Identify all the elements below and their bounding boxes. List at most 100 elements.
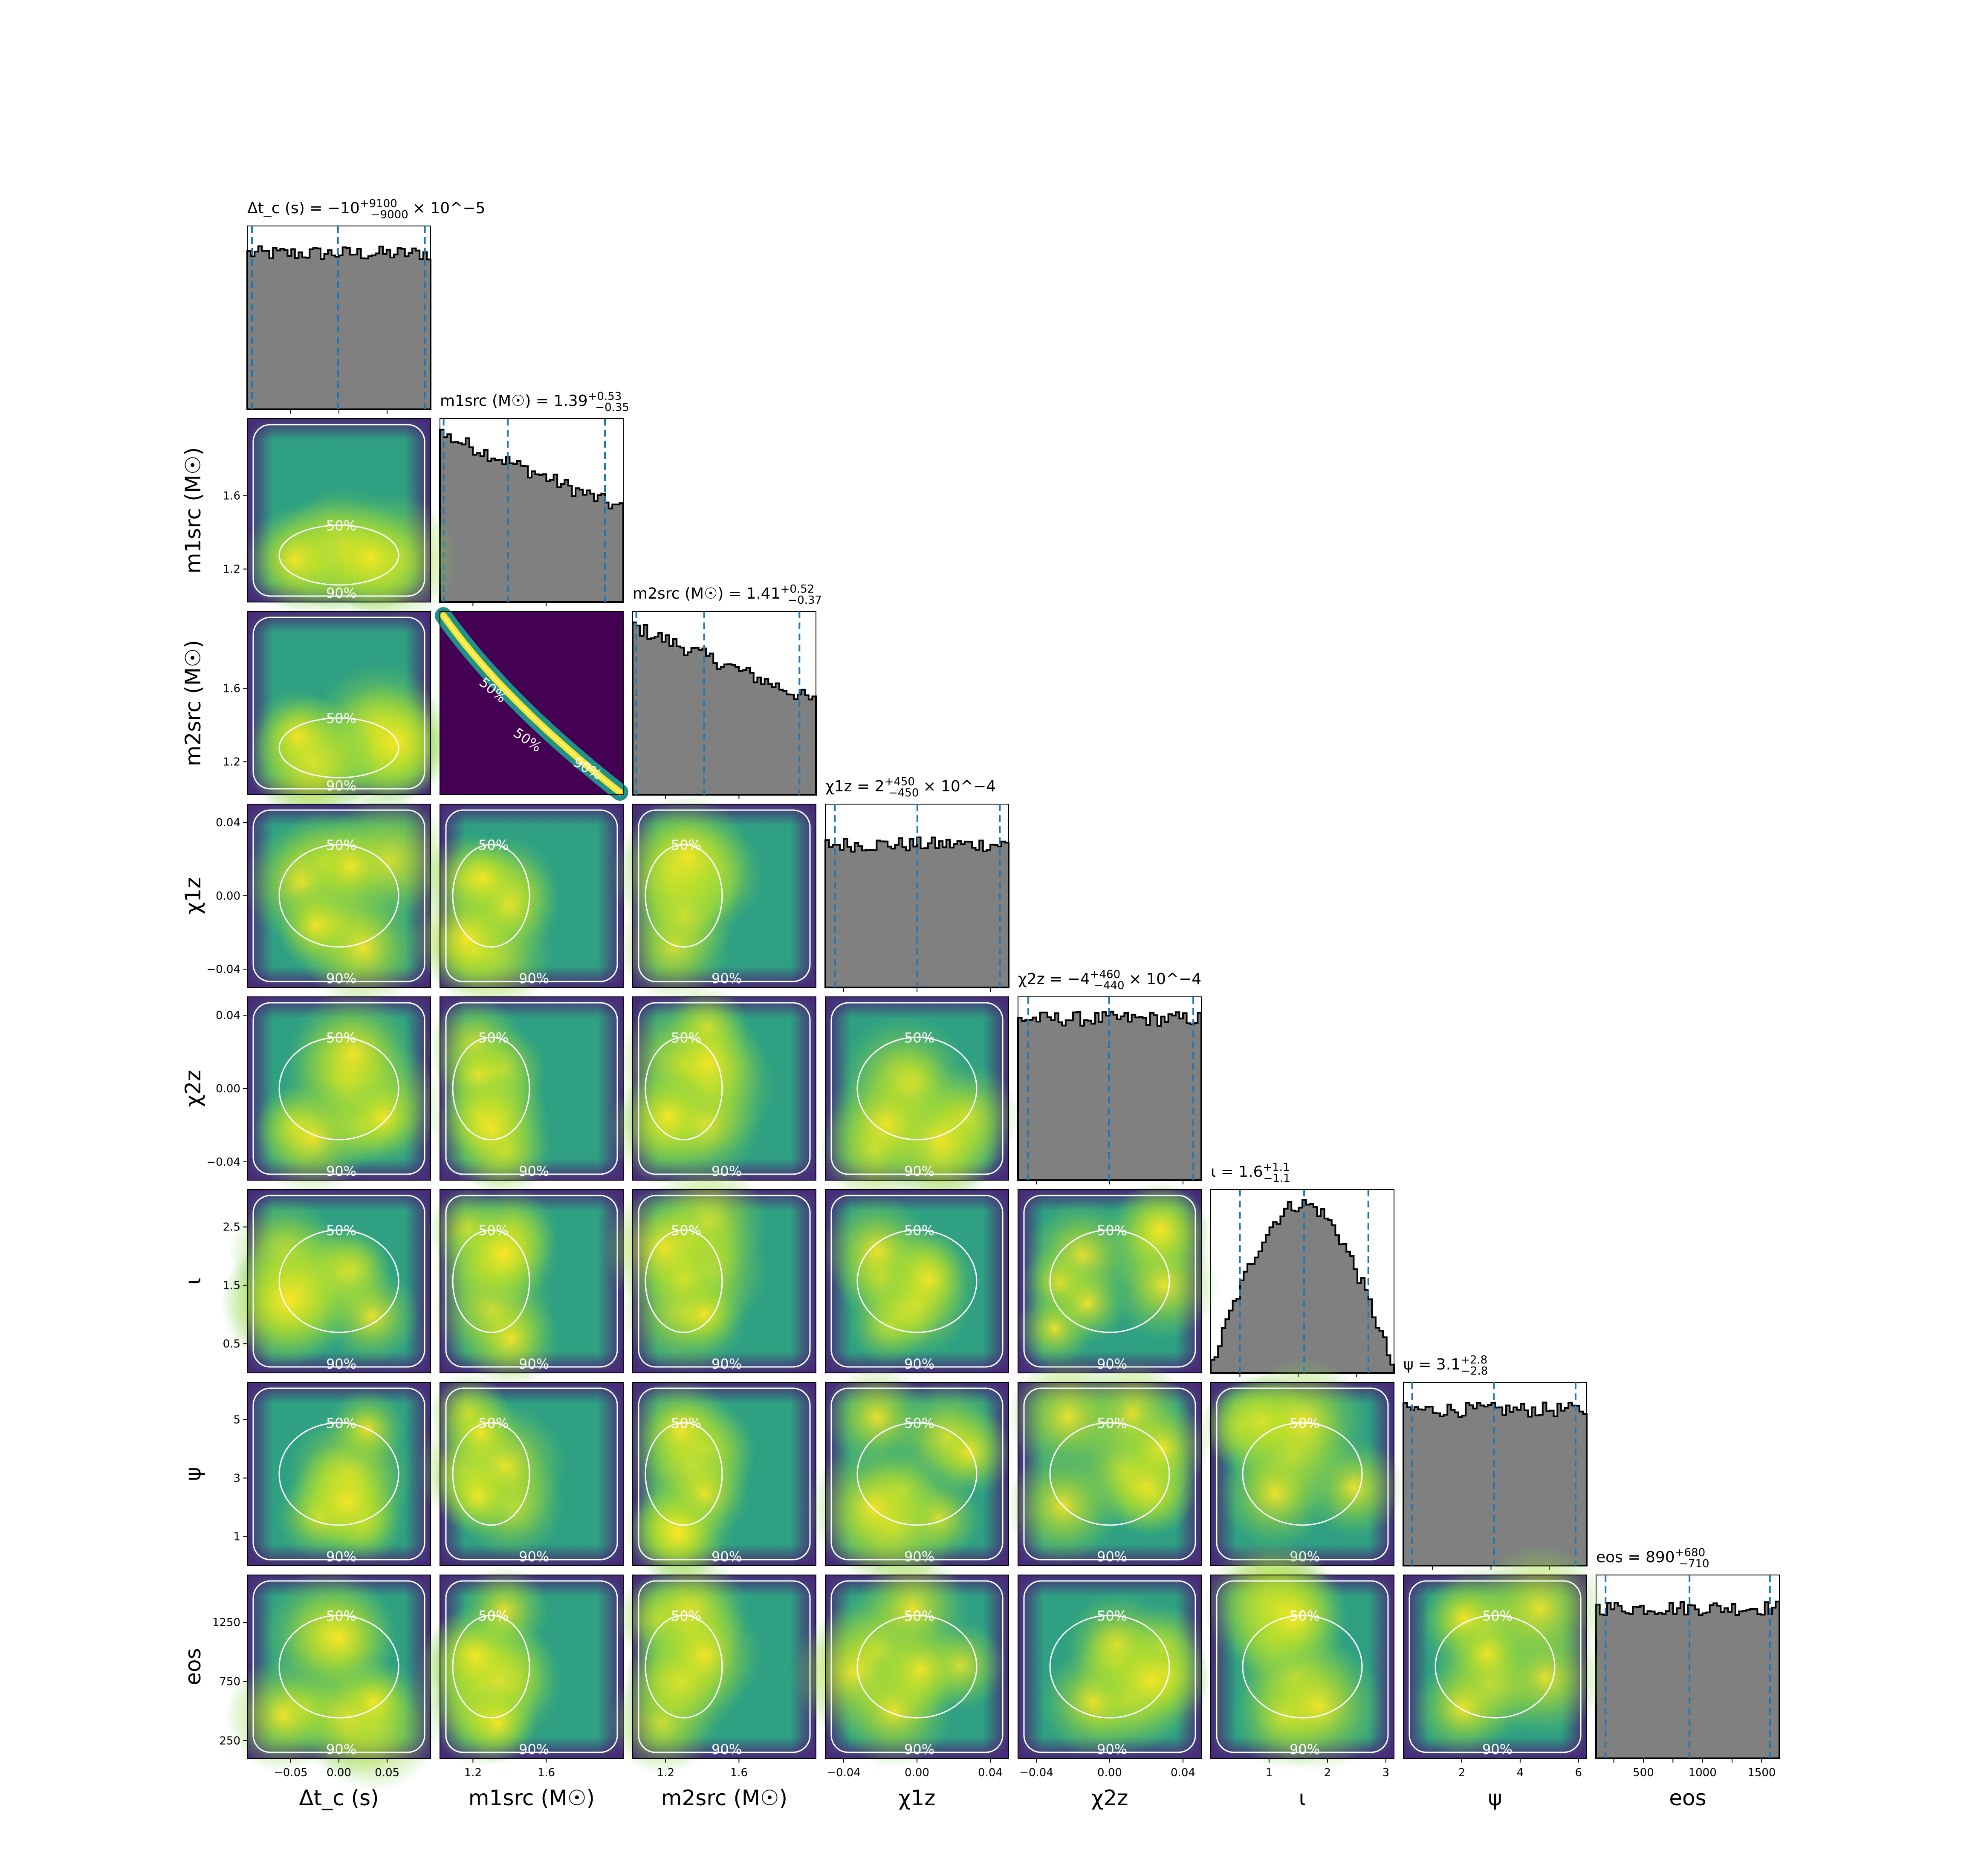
contour-90: [1216, 1580, 1389, 1753]
contour-90: [252, 424, 425, 597]
hist-bars: [1595, 1601, 1780, 1759]
y-tick-label-chi1z: −0.04: [206, 963, 240, 976]
density-blob: [324, 1268, 420, 1364]
contour-50: [278, 717, 399, 779]
contour-label-90: 90%: [519, 1356, 549, 1372]
hist-panel-psi: ψ = 3.1+2.8 −2.8: [1403, 1354, 1588, 1570]
contour-label-50: 50%: [904, 1222, 934, 1239]
contour-label-50: 50%: [671, 1415, 701, 1431]
contour-label-50: 50%: [1482, 1608, 1513, 1624]
density-panel-m2-m1: 50%50%90%: [435, 607, 628, 801]
y-tick-label-chi1z: 0.00: [216, 890, 240, 903]
hist-panel-chi1z: χ1z = 2+450 −450 × 10^−4: [824, 776, 1009, 992]
density-frame: [632, 1189, 816, 1373]
y-tick-label-iota: 1.5: [223, 1280, 240, 1292]
density-blob: [1239, 1357, 1368, 1486]
x-tick-label-chi2z: −0.04: [1019, 1766, 1053, 1779]
hist-panel-eos: eos = 890+680 −710: [1595, 1546, 1780, 1763]
density-blob: [250, 689, 345, 784]
density-edge: [790, 1382, 816, 1566]
density-panel-psi-dtc: 90% 50% 1 3 5: [233, 1382, 431, 1566]
density-blob: [299, 814, 403, 918]
contour-50: [452, 844, 530, 948]
density-panel-eos-psi: 90% 50%: [1403, 1543, 1606, 1759]
contour-label-90: 90%: [519, 1549, 549, 1565]
contour-90: [445, 1387, 618, 1560]
y-tick-label-psi: 1: [233, 1531, 240, 1543]
contour-label-90: 90%: [326, 1549, 356, 1565]
contour-label-50: 50%: [478, 837, 509, 853]
density-panel-iota-m2: 90% 50%: [602, 1163, 816, 1375]
density-panel-chi2z-m2: 90%50%: [608, 986, 816, 1186]
y-tick-label-eos: 250: [219, 1734, 240, 1747]
y-tick-label-chi2z: −0.04: [206, 1156, 240, 1169]
density-panel-chi1z-m2: 90% 50%: [610, 794, 816, 1003]
contour-label-90: 90%: [1097, 1741, 1127, 1757]
hist-panel-m2: m2src (M☉) = 1.41+0.52 −0.37: [632, 583, 822, 799]
density-edge: [1018, 1575, 1044, 1758]
x-tick-label-psi: 4: [1517, 1766, 1524, 1779]
density-panel-eos-m2: 90% 50%: [609, 1554, 816, 1775]
density-blob: [1114, 1182, 1208, 1276]
density-blob: [254, 1080, 370, 1197]
contour-50: [856, 1229, 978, 1333]
hist-bars: [824, 836, 1009, 988]
density-frame: [247, 611, 431, 795]
contour-90: [252, 1002, 425, 1175]
contour-90: [252, 617, 425, 790]
contour-90: [1023, 1387, 1196, 1560]
contour-90: [638, 1387, 811, 1560]
density-blob: [344, 1079, 422, 1158]
density-panel-eos-chi2z: 90% 50%: [1018, 1575, 1212, 1759]
contour-50: [645, 1422, 723, 1526]
density-frame: [440, 1382, 624, 1566]
hist-bars: [1403, 1401, 1588, 1566]
x-tick-label-chi2z: 0.04: [1171, 1766, 1195, 1779]
panels-layer: Δt_c (s) = −10+9100 −9000 × 10^−5 m1src (M☉…: [181, 197, 1780, 1810]
density-panel-chi2z-dtc: 90% 50% −0.04 0.00 0.04: [206, 990, 444, 1197]
contour-50: [645, 1615, 723, 1719]
x-tick-label-chi2z: 0.00: [1097, 1766, 1122, 1779]
contour-label-50: 50%: [1290, 1415, 1320, 1431]
contour-50: [278, 1615, 399, 1719]
contour-50: [1435, 1615, 1556, 1719]
density-blob: [460, 1566, 549, 1655]
density-panel-chi2z-m1: 90% 50%: [427, 996, 624, 1198]
x-tick-label-eos: 1500: [1747, 1766, 1776, 1779]
density-panel-psi-chi1z: 90%50%: [806, 1365, 1013, 1590]
hist-bars: [439, 428, 624, 603]
contour-90: [1023, 1580, 1196, 1753]
contour-label-90: 90%: [326, 1163, 356, 1179]
contour-label-90: 90%: [712, 1356, 742, 1372]
x-axis-label-chi2z: χ2z: [1091, 1786, 1128, 1810]
contour-90: [638, 1195, 811, 1368]
contour-90: [830, 1002, 1004, 1175]
y-axis-label-chi2z: χ2z: [181, 1070, 205, 1107]
density-blob: [824, 1365, 929, 1470]
contour-50: [856, 1036, 978, 1141]
x-tick-label-dtc: −0.05: [274, 1766, 308, 1779]
contour-label-50: 50%: [904, 1415, 934, 1431]
density-blob: [242, 507, 347, 613]
contour-50: [278, 524, 399, 586]
density-blob: [620, 1068, 717, 1165]
contour-label-90: 90%: [519, 1741, 549, 1757]
contour-label-50: 50%: [326, 710, 356, 727]
contour-label-90: 90%: [326, 970, 356, 987]
density-edge: [598, 1382, 623, 1566]
density-frame: [1210, 1575, 1394, 1759]
density-blob: [648, 1598, 763, 1713]
contour-90: [638, 809, 811, 982]
density-panel-psi-iota: 90%50%: [1199, 1357, 1405, 1566]
density-panel-iota-chi1z: 90% 50%: [821, 1189, 1009, 1373]
y-tick-label-chi2z: 0.00: [216, 1083, 240, 1095]
hist-bars: [632, 621, 817, 796]
density-blob: [826, 1062, 948, 1184]
density-blob: [806, 1441, 940, 1575]
density-blob: [224, 1232, 357, 1365]
density-edge: [247, 1382, 431, 1404]
density-panel-eos-iota: 90% 50%: [1202, 1539, 1394, 1772]
hist-panel-dtc: Δt_c (s) = −10+9100 −9000 × 10^−5: [246, 197, 485, 414]
contour-90: [830, 1195, 1004, 1368]
x-axis-label-psi: ψ: [1488, 1786, 1502, 1810]
